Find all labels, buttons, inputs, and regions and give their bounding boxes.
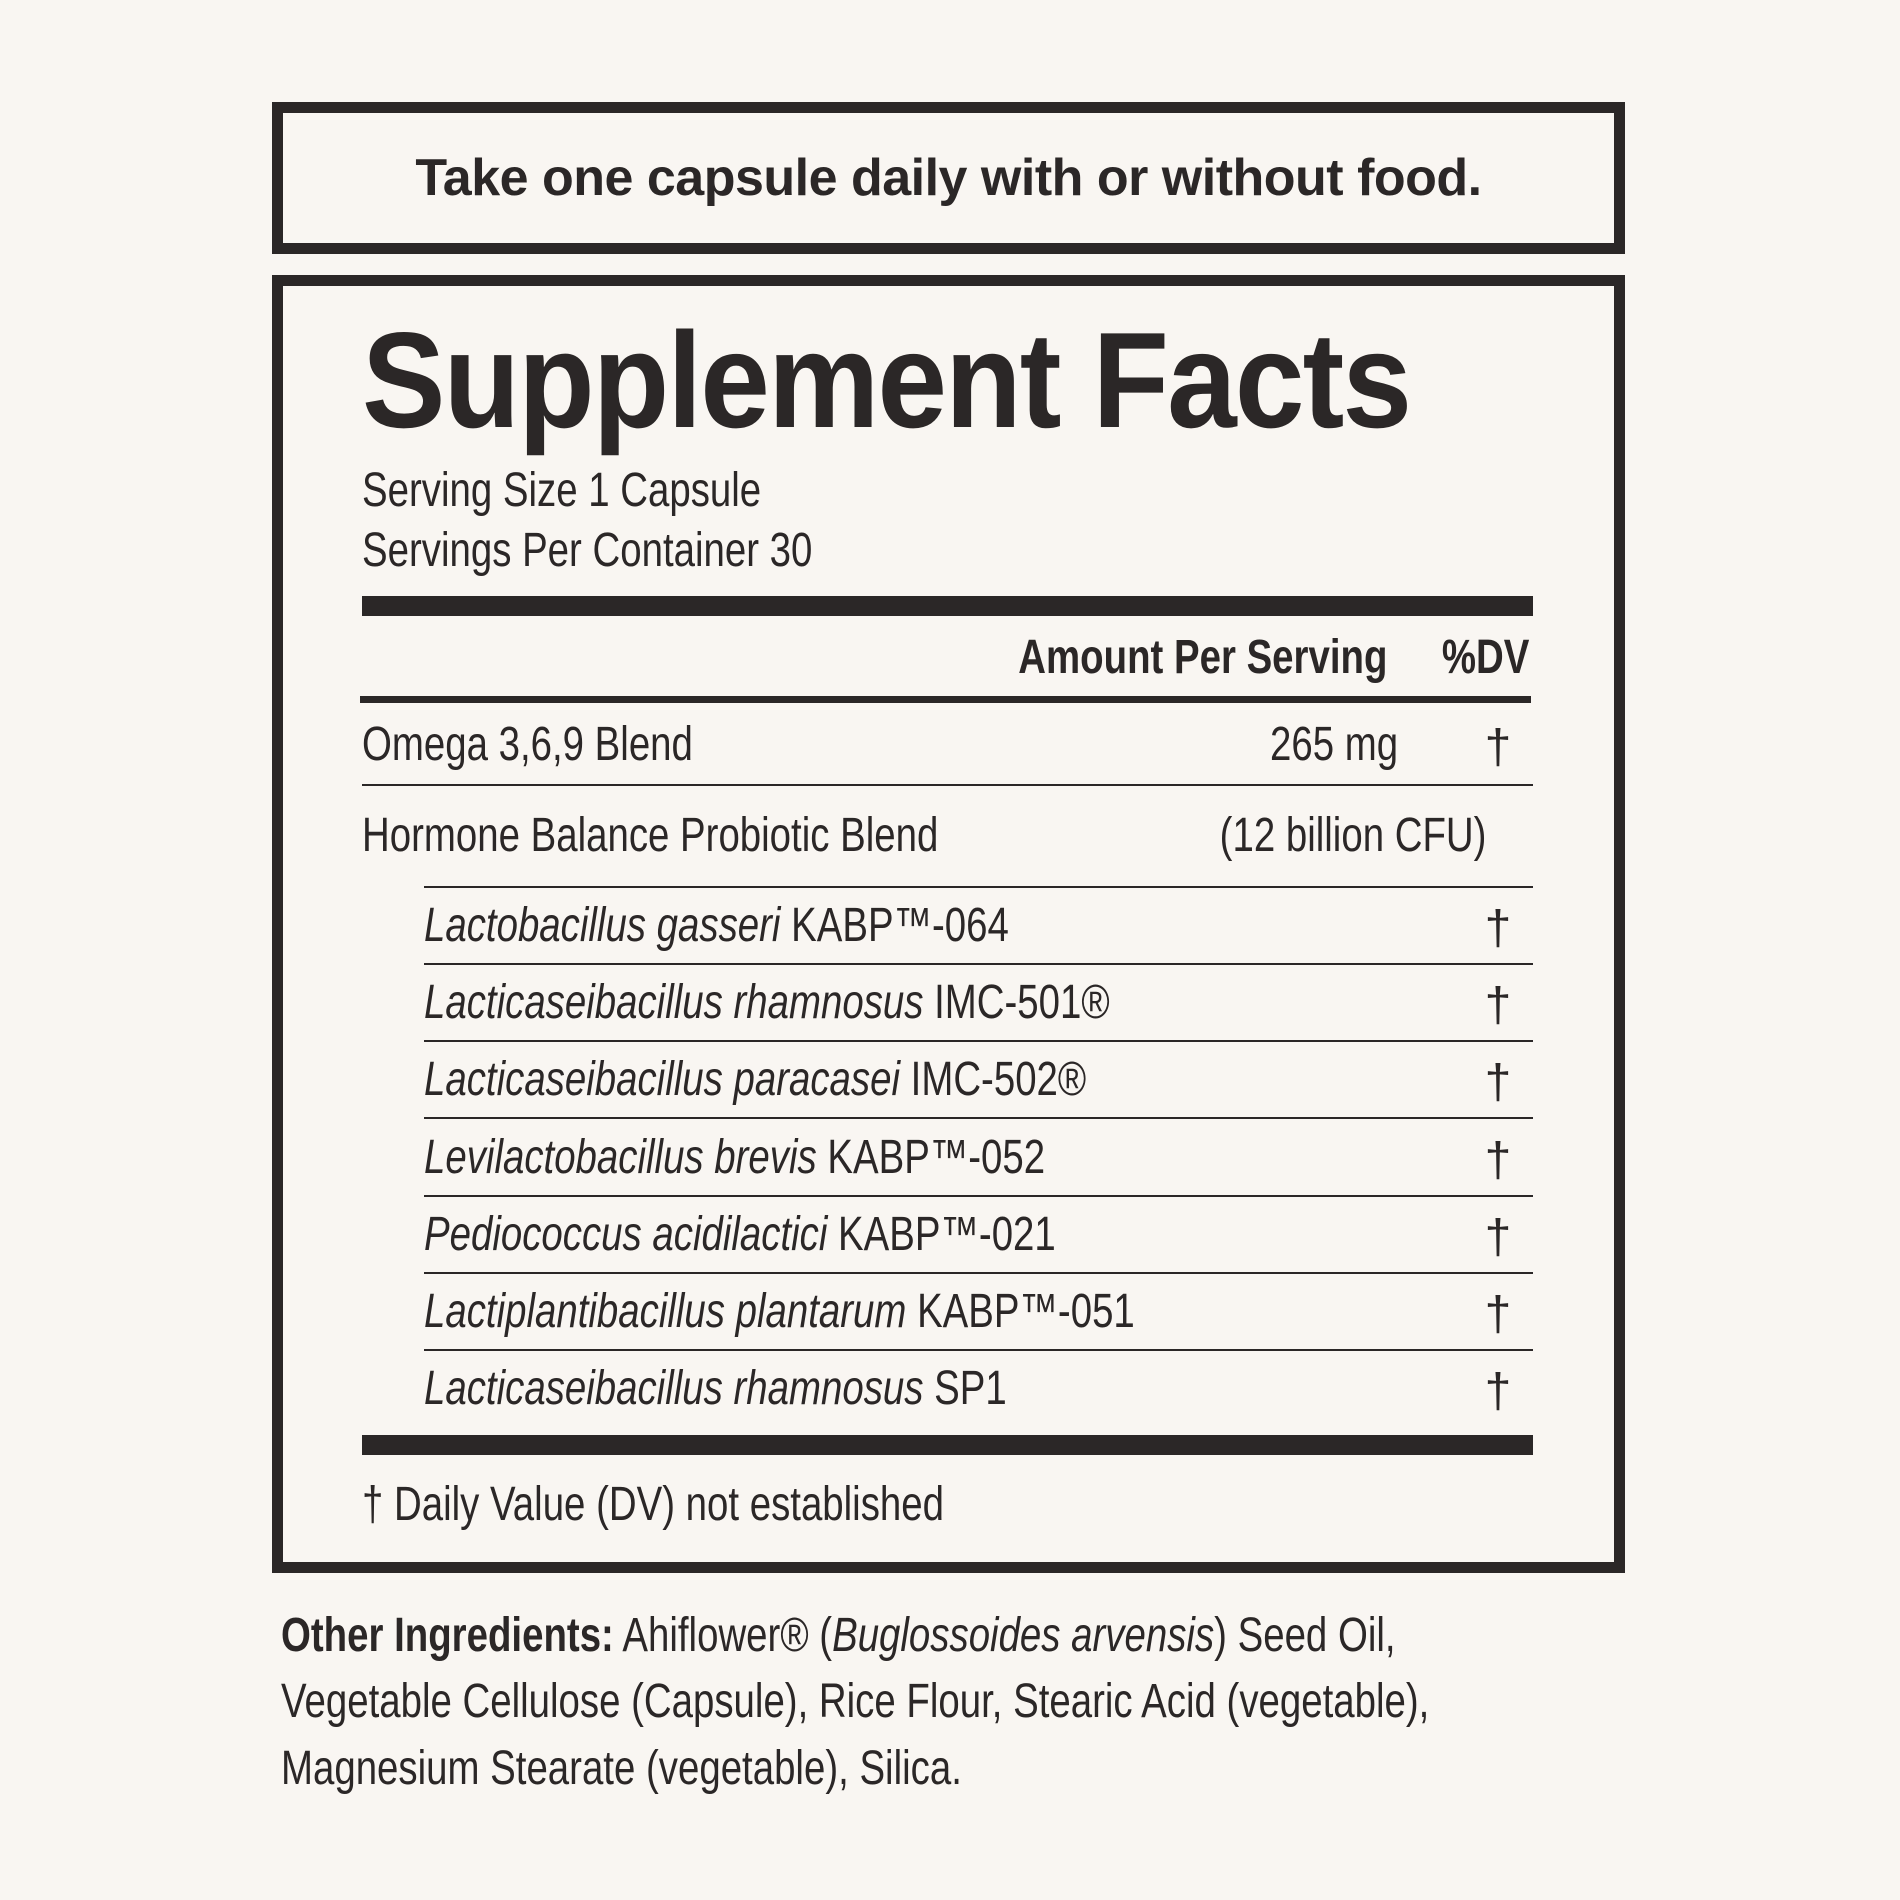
strain-species: Lacticaseibacillus rhamnosus [424, 1362, 924, 1416]
thick-divider-bottom [362, 1435, 1533, 1455]
row-probiotic-blend-amount: (12 billion CFU) [1153, 808, 1486, 864]
strain-species: Lacticaseibacillus rhamnosus [424, 976, 924, 1030]
other-ingredients-line3: Magnesium Stearate (vegetable), Silica. [281, 1741, 1132, 1797]
footnote: † Daily Value (DV) not established [362, 1477, 1089, 1533]
strain-row: Lactiplantibacillus plantarum KABP™-051 [424, 1284, 1312, 1340]
servings-per-container-text: Servings Per Container 30 [362, 524, 813, 577]
strain-dv: † [1484, 979, 1512, 1033]
row-omega-amount: 265 mg [1238, 717, 1398, 773]
strain-species: Levilactobacillus brevis [424, 1130, 817, 1184]
other-ingredients-label: Other Ingredients: [281, 1609, 614, 1662]
facts-title-text: Supplement Facts [362, 304, 1412, 456]
row-divider [424, 1194, 1533, 1197]
strain-id: KABP™-021 [827, 1207, 1056, 1261]
servings-per-container: Servings Per Container 30 [362, 523, 925, 579]
strain-row: Lacticaseibacillus rhamnosus SP1 [424, 1361, 1152, 1417]
other-ingredients-italic: Buglossoides arvensis [832, 1609, 1215, 1662]
strain-id: IMC-502® [899, 1053, 1087, 1107]
row-divider [424, 1040, 1533, 1043]
header-dv: %DV [1420, 630, 1529, 686]
row-divider [424, 963, 1533, 965]
serving-size: Serving Size 1 Capsule [362, 463, 861, 519]
strain-dv: † [1484, 1365, 1512, 1419]
row-omega-name: Omega 3,6,9 Blend [362, 717, 776, 773]
strain-id: IMC-501® [923, 976, 1110, 1030]
row-probiotic-blend-amount-text: (12 billion CFU) [1219, 809, 1486, 862]
strain-row: Pediococcus acidilactici KABP™-021 [424, 1207, 1214, 1263]
other-ingredients-text: Ahiflower® ( [613, 1609, 833, 1662]
strain-id: KABP™-064 [780, 899, 1009, 952]
strain-row: Lacticaseibacillus paracasei IMC-502® [424, 1052, 1252, 1108]
row-probiotic-blend-name: Hormone Balance Probiotic Blend [362, 808, 1082, 864]
strain-id: SP1 [923, 1362, 1007, 1416]
serving-size-text: Serving Size 1 Capsule [362, 464, 762, 517]
footnote-text: † Daily Value (DV) not established [362, 1478, 944, 1531]
header-dv-text: %DV [1441, 631, 1529, 684]
row-probiotic-blend-name-text: Hormone Balance Probiotic Blend [362, 809, 939, 862]
strain-row: Lactobacillus gasseri KABP™-064 [424, 898, 1155, 954]
strain-dv: † [1484, 1288, 1512, 1341]
thick-divider-top [362, 596, 1533, 616]
strain-dv: † [1484, 1133, 1512, 1187]
header-amount-per-serving: Amount Per Serving [926, 630, 1387, 686]
strain-dv: † [1484, 1056, 1512, 1110]
strain-species: Lactiplantibacillus plantarum [424, 1285, 907, 1338]
supplement-facts-panel [272, 275, 1625, 1573]
strain-species: Pediococcus acidilactici [424, 1207, 828, 1261]
other-ingredients-line2: Vegetable Cellulose (Capsule), Rice Flou… [281, 1674, 1716, 1730]
row-divider [424, 1271, 1533, 1274]
strain-id: KABP™-052 [816, 1130, 1046, 1184]
strain-dv: † [1484, 1210, 1512, 1264]
other-ingredients-text: ) Seed Oil, [1214, 1609, 1396, 1662]
strain-row: Levilactobacillus brevis KABP™-052 [424, 1130, 1200, 1186]
other-ingredients-text: Magnesium Stearate (vegetable), Silica. [281, 1742, 962, 1795]
strain-species: Lacticaseibacillus paracasei [424, 1053, 900, 1107]
row-omega-dv: † [1484, 721, 1512, 774]
row-omega-amount-text: 265 mg [1269, 718, 1398, 771]
directions-box [272, 102, 1625, 254]
strain-species: Lactobacillus gasseri [424, 899, 781, 952]
row-omega-name-text: Omega 3,6,9 Blend [362, 718, 693, 771]
header-amount-text: Amount Per Serving [1017, 631, 1387, 684]
strain-dv: † [1484, 902, 1512, 955]
other-ingredients-line1: Other Ingredients: Ahiflower® (Buglossoi… [281, 1608, 1674, 1664]
header-divider [360, 696, 1531, 703]
row-divider [424, 1117, 1533, 1120]
strain-row: Lacticaseibacillus rhamnosus IMC-501® [424, 975, 1281, 1031]
strain-id: KABP™-051 [906, 1285, 1135, 1338]
other-ingredients-text: Vegetable Cellulose (Capsule), Rice Flou… [281, 1675, 1430, 1728]
directions-text: Take one capsule daily with or without f… [415, 149, 1482, 207]
row-divider [362, 784, 1533, 786]
row-divider [424, 1349, 1533, 1351]
facts-title: Supplement Facts [362, 305, 1501, 455]
row-divider [424, 886, 1533, 888]
